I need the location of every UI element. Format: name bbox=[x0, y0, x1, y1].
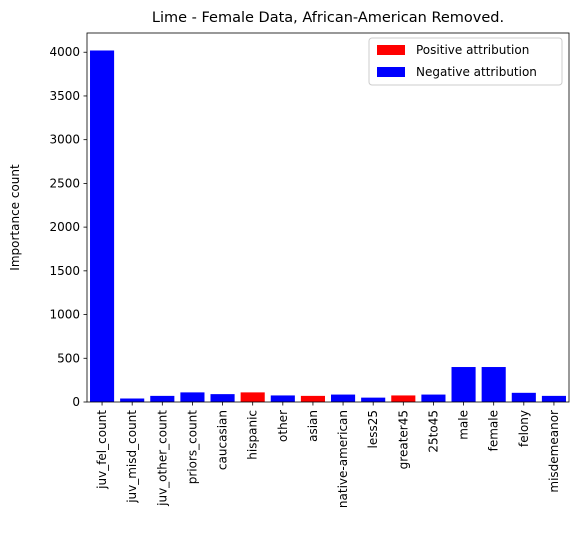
x-tick-label: less25 bbox=[366, 410, 380, 449]
y-tick-label: 4000 bbox=[49, 45, 80, 59]
legend-label-negative: Negative attribution bbox=[416, 65, 537, 79]
bar-juv_other_count bbox=[150, 395, 175, 402]
legend-box bbox=[368, 37, 563, 86]
legend-swatch-positive bbox=[377, 45, 405, 55]
bar-male bbox=[451, 367, 476, 402]
legend-swatch-negative bbox=[377, 67, 405, 77]
x-tick-label: priors_count bbox=[185, 410, 199, 485]
y-tick-label: 0 bbox=[72, 395, 80, 409]
x-tick-label: female bbox=[487, 410, 501, 451]
x-tick-label: native-american bbox=[336, 410, 350, 508]
x-tick-label: other bbox=[276, 410, 290, 442]
bar-priors_count bbox=[180, 392, 205, 402]
bar-other bbox=[270, 395, 295, 402]
y-tick-label: 1000 bbox=[49, 308, 80, 322]
legend-label-positive: Positive attribution bbox=[416, 43, 529, 57]
y-axis-label: Importance count bbox=[8, 164, 22, 271]
bar-misdemeanor bbox=[541, 395, 566, 402]
y-tick-label: 2500 bbox=[49, 176, 80, 190]
bar-asian bbox=[300, 395, 325, 402]
y-tick-label: 500 bbox=[57, 351, 80, 365]
bar-juv_misd_count bbox=[120, 398, 145, 402]
axes-frame bbox=[86, 32, 570, 403]
bar-juv_fel_count bbox=[90, 50, 115, 402]
x-tick-label: juv_fel_count bbox=[95, 410, 109, 490]
y-tick-label: 2000 bbox=[49, 220, 80, 234]
y-tick-label: 3000 bbox=[49, 133, 80, 147]
x-tick-label: caucasian bbox=[216, 410, 230, 470]
x-tick-label: 25to45 bbox=[426, 410, 440, 453]
x-tick-label: misdemeanor bbox=[547, 410, 561, 493]
x-tick-label: juv_misd_count bbox=[125, 410, 139, 504]
bar-native-american bbox=[331, 394, 356, 402]
y-tick-label: 3500 bbox=[49, 89, 80, 103]
x-tick-label: hispanic bbox=[246, 410, 260, 460]
y-tick-label: 1500 bbox=[49, 264, 80, 278]
bar-25to45 bbox=[421, 394, 446, 402]
chart-title: Lime - Female Data, African-American Rem… bbox=[152, 10, 504, 26]
bar-female bbox=[481, 367, 506, 402]
legend: Positive attribution Negative attribution bbox=[368, 37, 563, 86]
x-tick-label: male bbox=[457, 410, 471, 440]
bar-greater45 bbox=[391, 395, 416, 402]
x-tick-label: asian bbox=[306, 410, 320, 442]
bar-hispanic bbox=[240, 392, 265, 402]
bar-felony bbox=[511, 392, 536, 402]
x-tick-label: juv_other_count bbox=[155, 410, 169, 507]
plot-area: 0 500 1000 1500 2000 2500 3000 3500 4000 juv_fel_… bbox=[49, 32, 570, 508]
bar-less25 bbox=[361, 397, 386, 402]
bar-caucasian bbox=[210, 394, 235, 402]
x-tick-label: felony bbox=[517, 410, 531, 447]
x-tick-label: greater45 bbox=[396, 410, 410, 469]
